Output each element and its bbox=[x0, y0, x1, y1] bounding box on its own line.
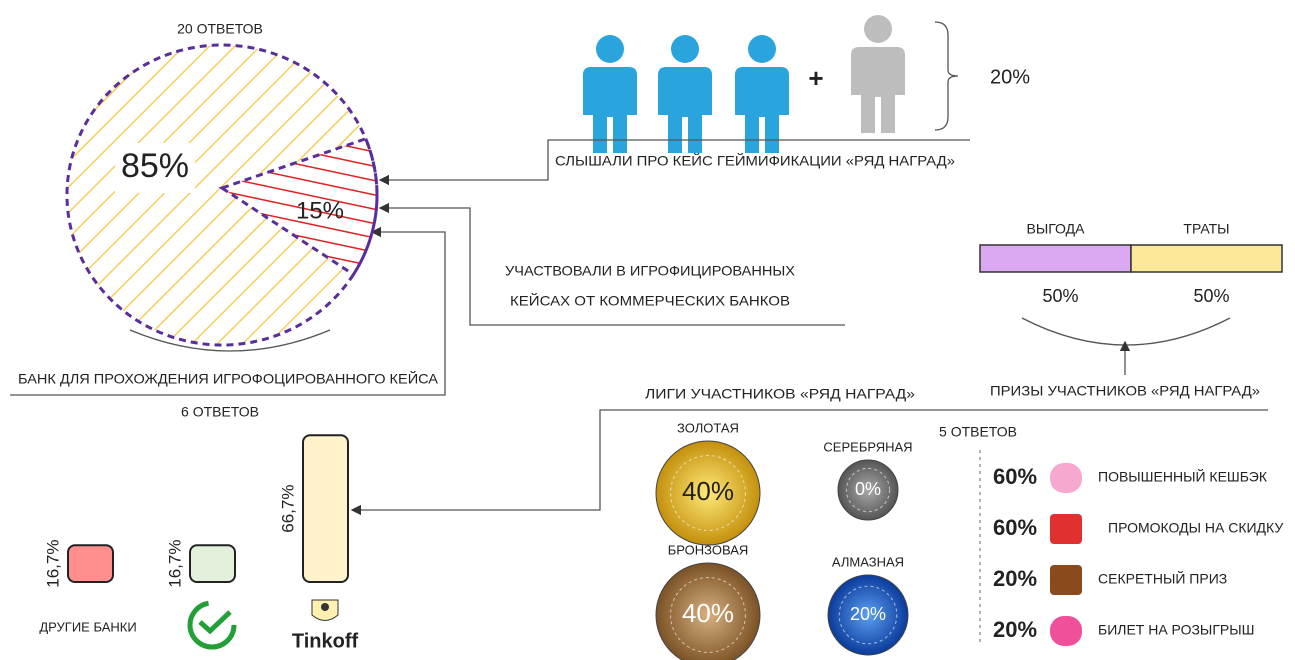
pie-caption: БАНК ДЛЯ ПРОХОЖДЕНИЯ ИГРОФОЦИРОВАННОГО К… bbox=[18, 370, 439, 387]
leagues-caption: ЛИГИ УЧАСТНИКОВ «РЯД НАГРАД» bbox=[645, 386, 915, 402]
medal-value: 40% bbox=[682, 476, 734, 506]
prize-label: ПОВЫШЕННЫЙ КЕШБЭК bbox=[1098, 468, 1268, 485]
medal-value: 20% bbox=[850, 604, 886, 624]
bank-value: 16,7% bbox=[43, 540, 62, 588]
bank-bar bbox=[190, 545, 235, 582]
segment-value: 50% bbox=[1042, 286, 1078, 306]
page: 20 ОТВЕТОВ БАНК ДЛЯ ПРОХОЖДЕНИЯ ИГРОФОЦИ… bbox=[0, 0, 1295, 660]
prize-icon bbox=[1050, 616, 1082, 646]
bank-bar bbox=[303, 435, 348, 582]
prize-icon bbox=[1050, 463, 1082, 493]
people-blue bbox=[583, 35, 789, 153]
plus: + bbox=[808, 63, 823, 93]
participated-caption: УЧАСТВОВАЛИ В ИГРОФИЦИРОВАННЫХ bbox=[505, 263, 796, 279]
tinkoff-emblem bbox=[312, 600, 338, 621]
prize-value: 20% bbox=[993, 566, 1037, 591]
tinkoff-label: Tinkoff bbox=[292, 630, 359, 652]
pie-responses: 20 ОТВЕТОВ bbox=[177, 21, 263, 37]
prize-caption: ПРИЗЫ УЧАСТНИКОВ «РЯД НАГРАД» bbox=[990, 383, 1260, 399]
sber-logo bbox=[190, 603, 234, 647]
heard-value-label: 20% bbox=[990, 66, 1030, 88]
segment-label: ТРАТЫ bbox=[1183, 221, 1229, 237]
pie-value-label: 15% bbox=[296, 197, 344, 224]
person bbox=[851, 15, 905, 133]
heard-caption: СЛЫШАЛИ ПРО КЕЙС ГЕЙМИФИКАЦИИ «РЯД НАГРА… bbox=[555, 152, 955, 169]
bank-value: 66,7% bbox=[278, 485, 297, 533]
bank-bar bbox=[68, 545, 113, 582]
segment-label: ВЫГОДА bbox=[1027, 221, 1086, 237]
banks-responses: 6 ОТВЕТОВ bbox=[181, 404, 259, 420]
prize-icon bbox=[1050, 565, 1082, 595]
prize-icon bbox=[1050, 514, 1082, 544]
segment-value: 50% bbox=[1193, 286, 1229, 306]
prize-value: 60% bbox=[993, 464, 1037, 489]
pie-value-label: 85% bbox=[121, 147, 189, 185]
prize-label: БИЛЕТ НА РОЗЫГРЫШ bbox=[1098, 622, 1254, 638]
league-label: ЗОЛОТАЯ bbox=[677, 420, 739, 435]
brace-arc bbox=[1022, 318, 1230, 345]
prize-label: ПРОМОКОДЫ НА СКИДКУ bbox=[1108, 520, 1283, 536]
prize-segment bbox=[1131, 245, 1282, 272]
medal-value: 0% bbox=[855, 479, 881, 499]
infographic: 20 ОТВЕТОВ БАНК ДЛЯ ПРОХОЖДЕНИЯ ИГРОФОЦИ… bbox=[0, 0, 1295, 660]
medal-value: 40% bbox=[682, 598, 734, 628]
league-label: АЛМАЗНАЯ bbox=[832, 554, 904, 569]
bank-value: 16,7% bbox=[165, 540, 184, 588]
prizes-responses: 5 ОТВЕТОВ bbox=[939, 424, 1017, 440]
person-gray bbox=[851, 15, 905, 133]
connector bbox=[352, 410, 1268, 510]
prize-value: 20% bbox=[993, 617, 1037, 642]
prize-segment bbox=[980, 245, 1131, 272]
bracket bbox=[935, 22, 958, 130]
bank-label: ДРУГИЕ БАНКИ bbox=[39, 619, 136, 634]
prize-label: СЕКРЕТНЫЙ ПРИЗ bbox=[1098, 570, 1227, 587]
participated-caption: КЕЙСАХ ОТ КОММЕРЧЕСКИХ БАНКОВ bbox=[510, 292, 790, 309]
league-label: СЕРЕБРЯНАЯ bbox=[823, 439, 912, 454]
league-label: БРОНЗОВАЯ bbox=[668, 542, 749, 557]
prize-value: 60% bbox=[993, 515, 1037, 540]
